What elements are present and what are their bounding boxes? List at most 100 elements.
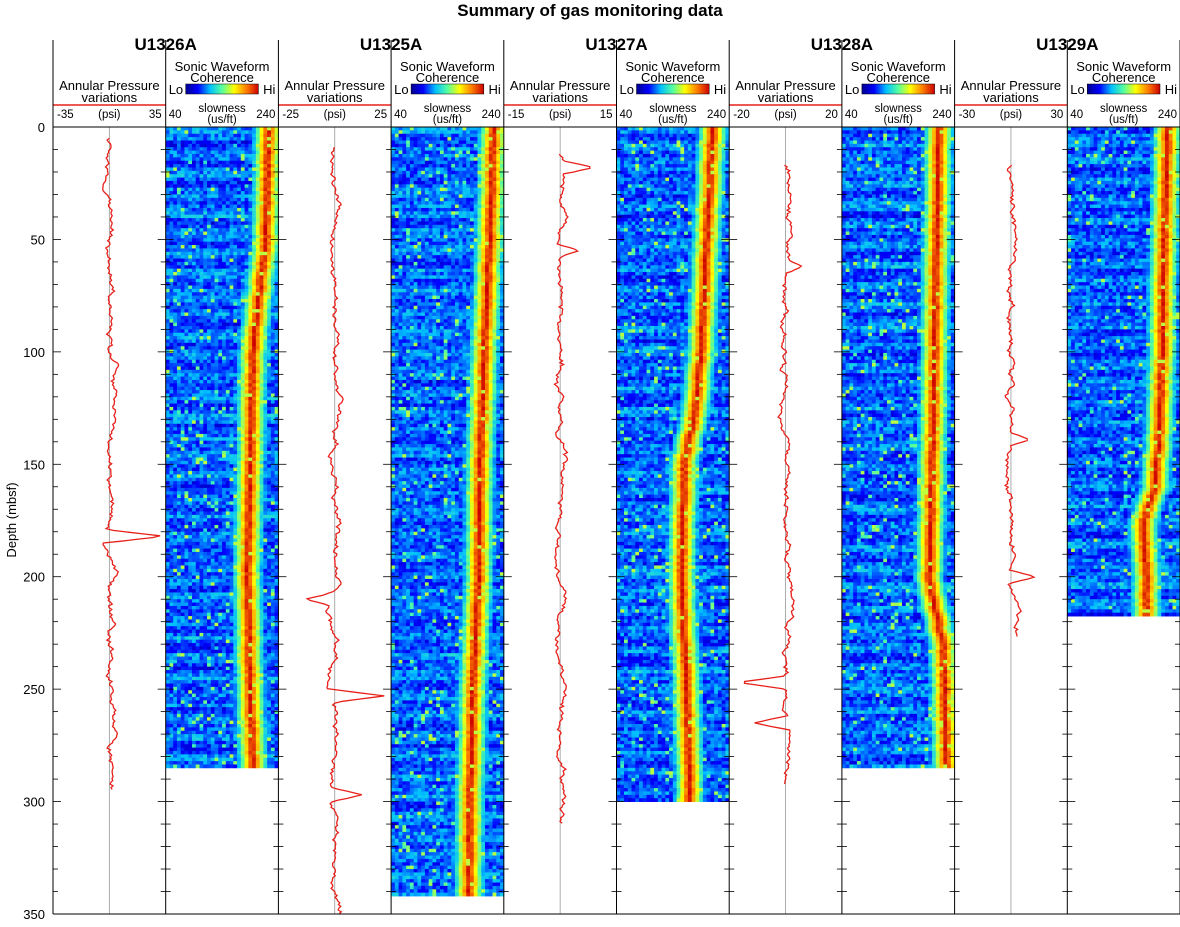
coherence-cell — [263, 286, 267, 290]
colorbar — [186, 84, 259, 94]
coherence-cell — [215, 181, 219, 185]
coherence-cell — [218, 555, 222, 559]
coherence-cell — [173, 451, 177, 455]
coherence-cell — [196, 562, 200, 566]
coherence-cell — [192, 667, 196, 671]
coherence-cell — [241, 427, 245, 431]
coherence-cell — [203, 518, 207, 522]
coherence-cell — [252, 434, 256, 438]
coherence-cell — [166, 545, 170, 549]
coherence-cell — [222, 623, 226, 627]
coherence-cell — [181, 474, 185, 478]
coherence-cell — [267, 488, 271, 492]
coherence-cell — [218, 667, 222, 671]
coherence-cell — [173, 262, 177, 266]
coherence-cell — [226, 127, 230, 131]
coherence-cell — [252, 164, 256, 168]
coherence-cell — [177, 134, 181, 138]
coherence-cell — [181, 366, 185, 370]
coherence-cell — [256, 441, 260, 445]
coherence-cell — [203, 586, 207, 590]
coherence-cell — [215, 255, 219, 259]
coherence-cell — [184, 444, 188, 448]
coherence-cell — [237, 630, 241, 634]
coherence-cell — [188, 272, 192, 276]
coherence-cell — [207, 619, 211, 623]
coherence-cell — [188, 336, 192, 340]
coherence-cell — [181, 616, 185, 620]
coherence-cell — [230, 279, 234, 283]
coherence-cell — [260, 390, 264, 394]
coherence-cell — [196, 363, 200, 367]
coherence-cell — [248, 673, 252, 677]
coherence-cell — [211, 313, 215, 317]
coherence-cell — [215, 485, 219, 489]
coherence-cell — [196, 515, 200, 519]
coherence-cell — [260, 201, 264, 205]
coherence-cell — [181, 427, 185, 431]
coherence-cell — [230, 505, 234, 509]
coherence-cell — [188, 444, 192, 448]
coherence-cell — [241, 653, 245, 657]
coherence-cell — [173, 286, 177, 290]
coherence-cell — [169, 522, 173, 526]
coherence-cell — [215, 350, 219, 354]
coherence-cell — [192, 603, 196, 607]
coherence-cell — [245, 211, 249, 215]
coherence-cell — [211, 636, 215, 640]
coherence-cell — [237, 377, 241, 381]
coherence-cell — [211, 535, 215, 539]
coherence-cell — [218, 670, 222, 674]
coherence-cell — [181, 404, 185, 408]
coherence-cell — [196, 603, 200, 607]
coherence-cell — [226, 555, 230, 559]
coherence-cell — [196, 434, 200, 438]
coherence-cell — [173, 545, 177, 549]
coherence-cell — [226, 468, 230, 472]
coherence-cell — [184, 262, 188, 266]
coherence-cell — [263, 532, 267, 536]
coherence-cell — [215, 232, 219, 236]
coherence-cell — [252, 221, 256, 225]
coherence-cell — [222, 538, 226, 542]
coherence-cell — [263, 657, 267, 661]
coherence-cell — [211, 673, 215, 677]
coherence-cell — [226, 538, 230, 542]
coherence-cell — [222, 272, 226, 276]
coherence-cell — [166, 289, 170, 293]
coherence-cell — [181, 400, 185, 404]
coherence-cell — [226, 218, 230, 222]
coherence-cell — [207, 640, 211, 644]
coherence-cell — [166, 228, 170, 232]
coherence-cell — [237, 333, 241, 337]
coherence-cell — [267, 366, 271, 370]
coherence-cell — [215, 623, 219, 627]
coherence-cell — [248, 346, 252, 350]
coherence-cell — [192, 380, 196, 384]
coherence-cell — [263, 164, 267, 168]
coherence-cell — [166, 404, 170, 408]
coherence-cell — [252, 147, 256, 151]
coherence-cell — [260, 458, 264, 462]
coherence-cell — [169, 538, 173, 542]
coherence-cell — [192, 343, 196, 347]
coherence-cell — [256, 191, 260, 195]
coherence-cell — [181, 242, 185, 246]
coherence-cell — [241, 151, 245, 155]
coherence-cell — [230, 339, 234, 343]
coherence-cell — [184, 225, 188, 229]
coherence-cell — [207, 447, 211, 451]
coherence-cell — [207, 238, 211, 242]
coherence-cell — [233, 366, 237, 370]
coherence-cell — [252, 630, 256, 634]
coherence-cell — [263, 161, 267, 165]
coherence-cell — [252, 275, 256, 279]
coherence-cell — [196, 535, 200, 539]
coherence-cell — [173, 420, 177, 424]
coherence-cell — [169, 194, 173, 198]
coherence-cell — [248, 525, 252, 529]
coherence-cell — [245, 404, 249, 408]
coherence-cell — [196, 178, 200, 182]
coherence-cell — [226, 377, 230, 381]
coherence-cell — [271, 336, 275, 340]
